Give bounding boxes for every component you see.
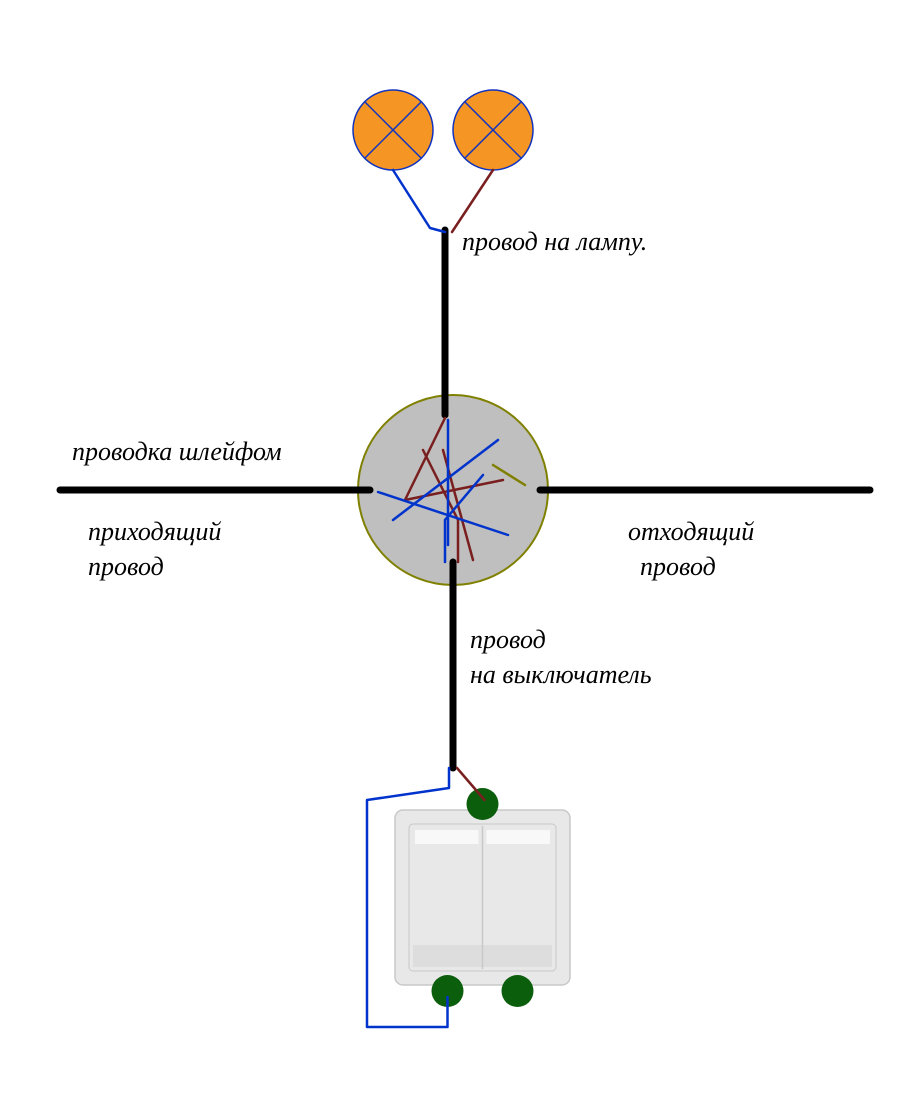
lamp-blue-wire bbox=[393, 170, 445, 232]
label-incoming-l1: приходящий bbox=[88, 517, 221, 546]
label-switch-l1: провод bbox=[470, 625, 546, 654]
label-loop-wiring: проводка шлейфом bbox=[72, 437, 282, 466]
lamp-1-icon bbox=[353, 90, 433, 170]
lamp-2-icon bbox=[453, 90, 533, 170]
label-lamp-wire: провод на лампу. bbox=[462, 227, 647, 256]
switch-terminal-top bbox=[467, 788, 499, 820]
label-incoming-l2: провод bbox=[88, 552, 164, 581]
switch-terminal-bottom-right bbox=[502, 975, 534, 1007]
label-switch-l2: на выключатель bbox=[470, 660, 652, 689]
wiring-diagram: проводка шлейфом приходящий провод отходящи… bbox=[0, 0, 906, 1113]
lamp-brown-wire bbox=[452, 170, 493, 232]
label-outgoing-l1: отходящий bbox=[628, 517, 754, 546]
wall-switch bbox=[395, 810, 570, 985]
label-outgoing-l2: провод bbox=[640, 552, 716, 581]
